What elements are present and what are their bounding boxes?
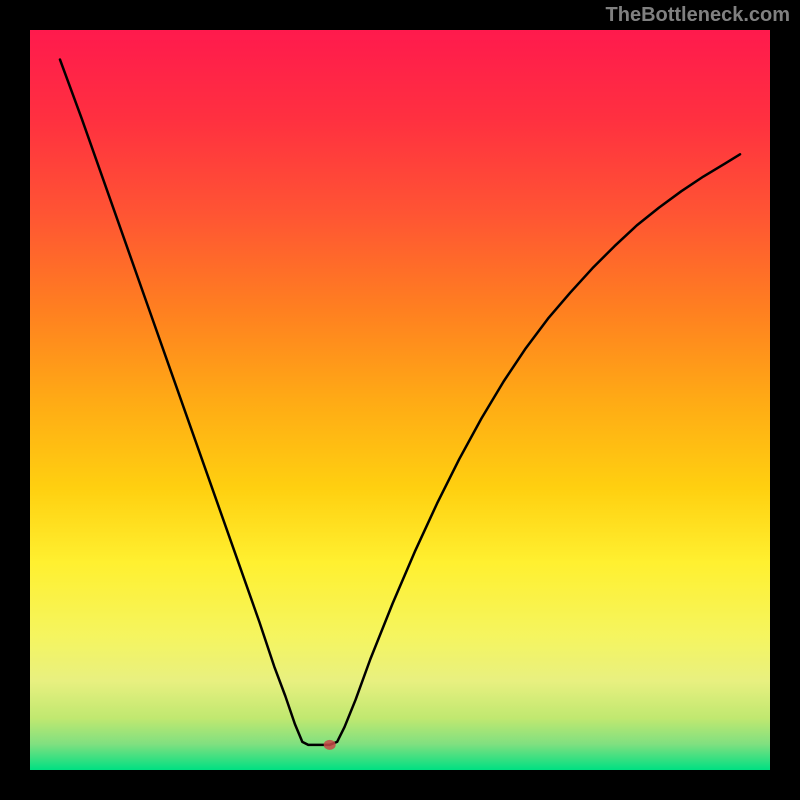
watermark-text: TheBottleneck.com: [606, 4, 790, 27]
bottleneck-chart: [0, 0, 800, 800]
optimal-point-marker: [324, 740, 336, 750]
plot-background: [30, 30, 770, 770]
